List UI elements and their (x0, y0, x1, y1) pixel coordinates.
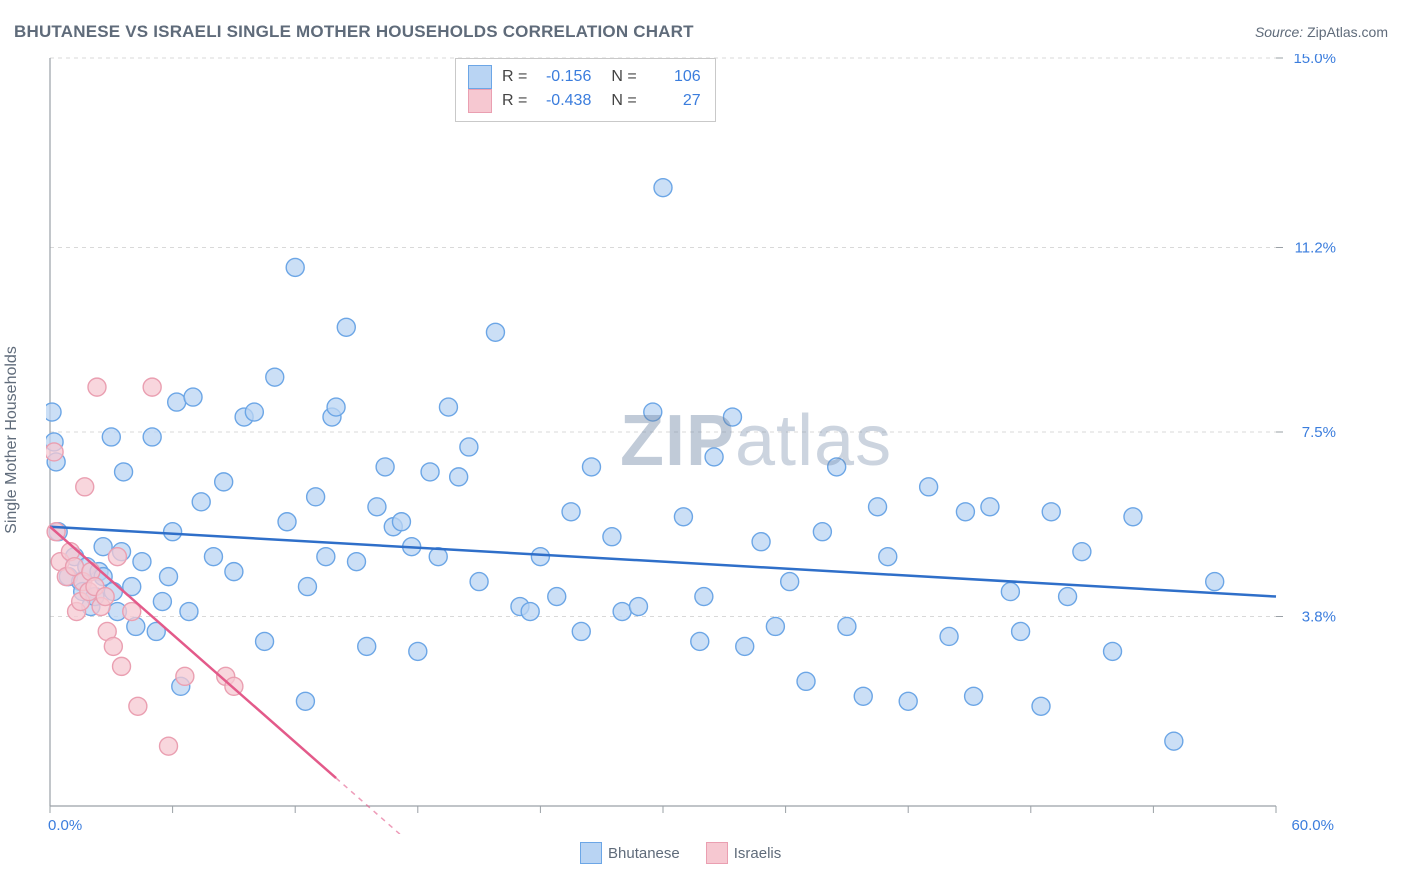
legend-label: Israelis (734, 845, 782, 862)
n-value: 27 (647, 89, 701, 113)
legend-swatch (580, 842, 602, 864)
chart-plot-area: 0.0% 60.0% 3.8% 7.5% 11.2% 15.0% (46, 54, 1346, 834)
correlation-row: R = -0.438 N = 27 (468, 89, 701, 113)
correlation-legend-box: R = -0.156 N = 106 R = -0.438 N = 27 (455, 58, 716, 122)
r-value: -0.156 (537, 65, 591, 89)
source-label: Source: (1255, 24, 1303, 40)
svg-text:60.0%: 60.0% (1291, 817, 1334, 834)
legend-bottom: Bhutanese Israelis (580, 842, 781, 864)
legend-swatch (468, 65, 492, 89)
r-value: -0.438 (537, 89, 591, 113)
correlation-row: R = -0.156 N = 106 (468, 65, 701, 89)
y-axis-label: Single Mother Households (3, 346, 21, 534)
legend-swatch (468, 89, 492, 113)
svg-text:11.2%: 11.2% (1295, 239, 1336, 256)
r-label: R = (502, 89, 527, 113)
source-value: ZipAtlas.com (1307, 24, 1388, 40)
scatter-chart-svg: 0.0% 60.0% 3.8% 7.5% 11.2% 15.0% (46, 54, 1346, 834)
svg-text:0.0%: 0.0% (48, 817, 82, 834)
svg-text:15.0%: 15.0% (1293, 54, 1336, 67)
n-label: N = (611, 89, 636, 113)
svg-text:7.5%: 7.5% (1302, 424, 1336, 441)
legend-item: Israelis (706, 842, 782, 864)
r-label: R = (502, 65, 527, 89)
source-attribution: Source: ZipAtlas.com (1255, 24, 1388, 40)
legend-swatch (706, 842, 728, 864)
n-value: 106 (647, 65, 701, 89)
n-label: N = (611, 65, 636, 89)
svg-text:3.8%: 3.8% (1302, 609, 1336, 626)
chart-title: BHUTANESE VS ISRAELI SINGLE MOTHER HOUSE… (14, 22, 694, 42)
legend-label: Bhutanese (608, 845, 680, 862)
legend-item: Bhutanese (580, 842, 680, 864)
